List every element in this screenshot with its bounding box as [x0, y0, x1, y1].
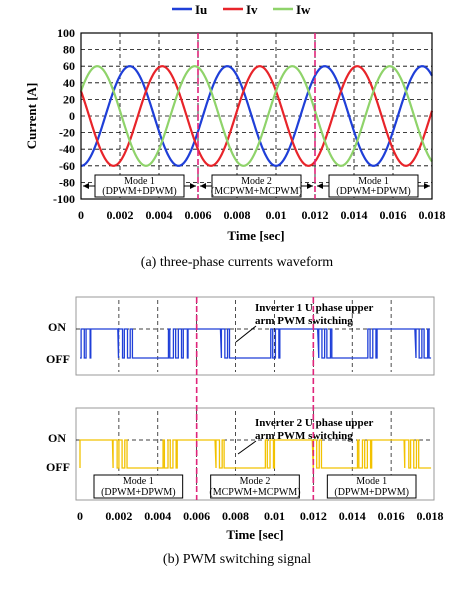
annotation-b2-line2: arm PWM switching — [255, 430, 353, 442]
mode-arrowhead — [317, 183, 323, 189]
caption-b: (b) PWM switching signal — [163, 552, 311, 567]
x-tick-label: 0.016 — [378, 509, 405, 523]
x-tick-label: 0.004 — [144, 509, 171, 523]
mode-label: (DPWM+DPWM) — [334, 487, 409, 498]
x-tick-label: 0.018 — [417, 509, 444, 523]
mode-label: Mode 1 — [124, 176, 155, 187]
level-off-b2: OFF — [46, 460, 70, 474]
y-tick-label: -100 — [53, 192, 75, 206]
plot-a-y-tick-labels: 100 80 60 40 20 0 -20 -40 -60 -80 -100 — [53, 26, 75, 206]
mode-label: Mode 1 — [356, 476, 387, 487]
x-axis-label-b: Time [sec] — [226, 527, 283, 542]
series-line-iw — [79, 65, 433, 167]
plot-a-mode-annotations: Mode 1(DPWM+DPWM)Mode 2(MCPWM+MCPWM)Mode… — [83, 33, 430, 199]
mode-label: Mode 2 — [241, 176, 272, 187]
y-tick-label: -20 — [59, 126, 75, 140]
annotation-b2-arrow — [237, 440, 257, 455]
annotation-b1-line1: Inverter 1 U phase upper — [255, 302, 373, 314]
plot-b2-frame — [75, 407, 435, 501]
y-tick-label: -40 — [59, 142, 75, 156]
mode-arrowhead — [83, 183, 89, 189]
plot-a-x-tick-labels: 0 0.002 0.004 0.006 0.008 0.01 0.012 0.014 0.016… — [78, 208, 446, 222]
level-off-b1: OFF — [46, 352, 70, 366]
mode-arrowhead — [190, 183, 196, 189]
legend-label-iv: Iv — [246, 2, 258, 17]
plot-a-frame — [80, 32, 433, 200]
plot-a-grid — [81, 33, 432, 199]
y-tick-label: 80 — [63, 43, 75, 57]
plot-b1: ON OFF Inverter 1 U phase upper arm PWM … — [46, 296, 435, 376]
y-tick-label: 40 — [63, 76, 75, 90]
y-tick-label: -60 — [59, 159, 75, 173]
plot-b2-pulses — [79, 439, 432, 469]
legend-label-iu: Iu — [195, 2, 207, 17]
pwm-pulse-train — [79, 439, 432, 469]
legend-label-iw: Iw — [296, 2, 311, 17]
x-tick-label: 0.014 — [341, 208, 368, 222]
mode-box — [210, 474, 300, 499]
mode-box — [326, 474, 417, 499]
plot-b2: ON OFF Inverter 2 U phase upper arm PWM … — [46, 407, 435, 501]
y-tick-label: 60 — [63, 59, 75, 73]
x-tick-label: 0.002 — [105, 509, 132, 523]
plot-b-mode-annotations: Mode 1(DPWM+DPWM)Mode 2(MCPWM+MCPWM)Mode… — [93, 474, 417, 499]
y-tick-label: -80 — [59, 175, 75, 189]
x-tick-label: 0.014 — [339, 509, 366, 523]
x-tick-label: 0.008 — [222, 509, 249, 523]
mode-arrowhead — [424, 183, 430, 189]
plot-b1-frame — [75, 296, 435, 376]
x-tick-label: 0 — [78, 208, 84, 222]
mode-box — [93, 474, 184, 499]
plot-b1-pulses — [80, 328, 432, 359]
level-on-b1: ON — [48, 320, 66, 334]
plot-b-x-tick-labels: 0 0.002 0.004 0.006 0.008 0.01 0.012 0.014 0.016… — [77, 509, 444, 523]
x-tick-label: 0.006 — [185, 208, 212, 222]
x-tick-label: 0.012 — [302, 208, 329, 222]
mode-label: (DPWM+DPWM) — [336, 186, 411, 197]
series-line-iu — [80, 65, 433, 167]
mode-label: (MCPWM+MCPWM) — [209, 487, 300, 498]
x-tick-label: 0.01 — [266, 208, 287, 222]
mode-label: (MCPWM+MCPWM) — [211, 186, 302, 197]
x-tick-label: 0.008 — [224, 208, 251, 222]
pwm-pulse-train — [80, 328, 432, 359]
annotation-b1-line2: arm PWM switching — [255, 315, 353, 327]
x-tick-label: 0.018 — [419, 208, 446, 222]
y-axis-label: Current [A] — [24, 83, 39, 150]
mode-arrowhead — [200, 183, 206, 189]
x-tick-label: 0 — [77, 509, 83, 523]
legend: Iu Iv Iw — [172, 2, 311, 17]
mode-arrowhead — [307, 183, 313, 189]
annotation-b1-arrow — [235, 325, 257, 343]
caption-a: (a) three-phase currents waveform — [141, 255, 334, 270]
mode-label: (DPWM+DPWM) — [102, 186, 177, 197]
x-tick-label: 0.006 — [183, 509, 210, 523]
x-tick-label: 0.01 — [264, 509, 285, 523]
y-tick-label: 0 — [69, 109, 75, 123]
x-tick-label: 0.016 — [380, 208, 407, 222]
x-tick-label: 0.004 — [146, 208, 173, 222]
y-tick-label: 100 — [57, 26, 75, 40]
x-tick-label: 0.012 — [300, 509, 327, 523]
x-tick-label: 0.002 — [107, 208, 134, 222]
annotation-b2-line1: Inverter 2 U phase upper — [255, 417, 373, 429]
mode-label: Mode 1 — [358, 176, 389, 187]
plot-b-mode-boundaries — [195, 297, 315, 500]
plot-a-series — [79, 65, 434, 167]
mode-label: Mode 2 — [240, 476, 271, 487]
y-tick-label: 20 — [63, 92, 75, 106]
level-on-b2: ON — [48, 431, 66, 445]
x-axis-label-a: Time [sec] — [227, 228, 284, 243]
mode-label: (DPWM+DPWM) — [101, 487, 176, 498]
mode-label: Mode 1 — [123, 476, 154, 487]
